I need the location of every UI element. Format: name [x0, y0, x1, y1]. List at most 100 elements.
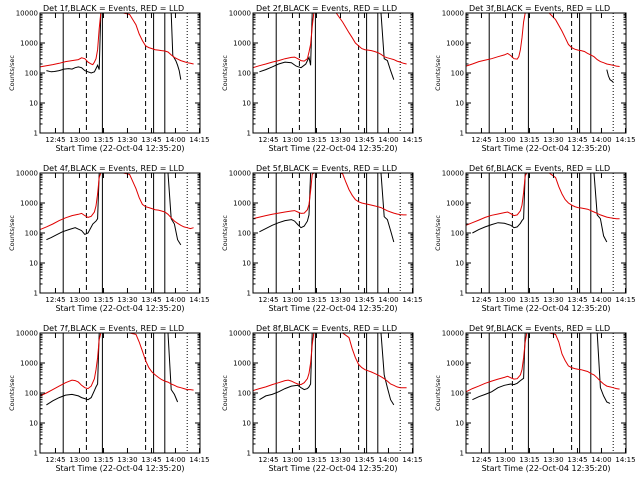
- x-tick-label: 13:00: [69, 136, 89, 144]
- x-tick-label: 14:15: [402, 456, 422, 464]
- marker-lines: [62, 333, 188, 453]
- y-tick-label: 10000: [442, 170, 464, 178]
- x-tick-label: 14:00: [378, 136, 398, 144]
- series-line-lld: [39, 172, 194, 231]
- y-tick-label: 10: [29, 420, 38, 428]
- y-tick-label: 10: [242, 420, 251, 428]
- marker-lines: [488, 13, 614, 133]
- x-tick-label: 13:30: [117, 296, 137, 304]
- y-tick-label: 10000: [442, 330, 464, 338]
- panel-title: Det 6f,BLACK = Events, RED = LLD: [469, 164, 610, 173]
- x-axis-label: Start Time (22-Oct-04 12:35:20): [55, 464, 184, 473]
- marker-lines: [488, 333, 614, 453]
- x-tick-label: 12:45: [471, 136, 491, 144]
- y-tick-label: 100: [451, 230, 464, 238]
- marker-lines: [488, 173, 614, 293]
- x-axis-label: Start Time (22-Oct-04 12:35:20): [55, 144, 184, 153]
- x-tick-label: 13:15: [93, 456, 113, 464]
- y-tick-label: 100: [451, 390, 464, 398]
- marker-lines: [275, 13, 401, 133]
- marker-lines: [62, 173, 188, 293]
- x-tick-label: 14:00: [378, 296, 398, 304]
- y-tick-label: 100: [25, 390, 38, 398]
- detector-panel-3: Det 3f,BLACK = Events, RED = LLD 1 10 100 10…: [434, 4, 636, 153]
- x-tick-label: 12:45: [45, 296, 65, 304]
- y-axis-label: Counts/sec: [434, 375, 442, 411]
- y-tick-label: 1000: [233, 200, 251, 208]
- y-tick-label: 100: [25, 230, 38, 238]
- y-tick-label: 1: [34, 450, 38, 458]
- series-line-lld: [252, 12, 407, 69]
- x-tick-label: 14:15: [189, 296, 209, 304]
- y-tick-label: 10: [29, 260, 38, 268]
- y-tick-label: 10: [29, 100, 38, 108]
- y-axis-label: Counts/sec: [221, 375, 229, 411]
- x-tick-label: 13:30: [330, 136, 350, 144]
- x-tick-label: 13:15: [93, 136, 113, 144]
- panel-title: Det 2f,BLACK = Events, RED = LLD: [256, 4, 397, 13]
- x-tick-label: 13:45: [567, 456, 587, 464]
- y-tick-label: 10: [455, 100, 464, 108]
- y-tick-label: 1000: [446, 200, 464, 208]
- panel-title: Det 8f,BLACK = Events, RED = LLD: [256, 324, 397, 333]
- y-tick-label: 1000: [233, 360, 251, 368]
- x-axis-label: Start Time (22-Oct-04 12:35:20): [481, 144, 610, 153]
- y-axis-label: Counts/sec: [221, 55, 229, 91]
- detector-panel-4: Det 4f,BLACK = Events, RED = LLD 1 10 100 10…: [8, 164, 210, 313]
- x-tick-label: 14:00: [591, 136, 611, 144]
- y-axis-label: Counts/sec: [434, 55, 442, 91]
- x-tick-label: 13:15: [93, 296, 113, 304]
- y-tick-label: 1000: [233, 40, 251, 48]
- y-tick-label: 1000: [446, 40, 464, 48]
- x-tick-label: 14:15: [189, 136, 209, 144]
- x-tick-label: 14:15: [615, 456, 635, 464]
- detector-panel-2: Det 2f,BLACK = Events, RED = LLD 1 10 100 10…: [221, 4, 423, 153]
- y-tick-label: 100: [238, 70, 251, 78]
- x-axis-label: Start Time (22-Oct-04 12:35:20): [55, 304, 184, 313]
- y-tick-label: 1: [460, 130, 464, 138]
- x-tick-label: 13:45: [141, 296, 161, 304]
- x-tick-label: 13:30: [543, 296, 563, 304]
- marker-lines: [62, 13, 188, 133]
- x-tick-label: 13:30: [117, 136, 137, 144]
- x-tick-label: 14:00: [165, 296, 185, 304]
- detector-panel-6: Det 6f,BLACK = Events, RED = LLD 1 10 100 10…: [434, 164, 636, 313]
- y-tick-label: 100: [238, 230, 251, 238]
- x-axis-label: Start Time (22-Oct-04 12:35:20): [268, 304, 397, 313]
- x-tick-label: 14:15: [189, 456, 209, 464]
- x-tick-label: 13:45: [141, 456, 161, 464]
- panel-title: Det 9f,BLACK = Events, RED = LLD: [469, 324, 610, 333]
- x-tick-label: 14:15: [615, 136, 635, 144]
- y-tick-label: 1: [460, 450, 464, 458]
- x-tick-label: 14:00: [591, 296, 611, 304]
- x-tick-label: 13:45: [567, 296, 587, 304]
- x-tick-label: 13:30: [330, 296, 350, 304]
- y-tick-label: 10000: [229, 330, 251, 338]
- y-tick-label: 10000: [16, 10, 38, 18]
- y-axis-label: Counts/sec: [8, 375, 16, 411]
- y-tick-label: 100: [451, 70, 464, 78]
- y-tick-label: 1000: [446, 360, 464, 368]
- y-tick-label: 10000: [16, 170, 38, 178]
- x-tick-label: 13:30: [543, 456, 563, 464]
- y-tick-label: 100: [238, 390, 251, 398]
- x-tick-label: 14:00: [378, 456, 398, 464]
- x-tick-label: 12:45: [471, 456, 491, 464]
- x-axis-label: Start Time (22-Oct-04 12:35:20): [268, 464, 397, 473]
- y-tick-label: 1000: [20, 200, 38, 208]
- x-tick-label: 13:00: [495, 136, 515, 144]
- y-axis-label: Counts/sec: [434, 215, 442, 251]
- detector-panel-1: Det 1f,BLACK = Events, RED = LLD 1 10 100 10…: [8, 4, 210, 153]
- panel-title: Det 1f,BLACK = Events, RED = LLD: [43, 4, 184, 13]
- y-tick-label: 1: [34, 130, 38, 138]
- x-axis-label: Start Time (22-Oct-04 12:35:20): [481, 304, 610, 313]
- x-tick-label: 13:00: [282, 456, 302, 464]
- y-tick-label: 1000: [20, 40, 38, 48]
- series-line-lld: [465, 332, 620, 393]
- panel-title: Det 5f,BLACK = Events, RED = LLD: [256, 164, 397, 173]
- y-tick-label: 10000: [229, 170, 251, 178]
- x-tick-label: 12:45: [45, 456, 65, 464]
- y-tick-label: 1: [460, 290, 464, 298]
- x-tick-label: 13:30: [330, 456, 350, 464]
- x-tick-label: 13:00: [282, 296, 302, 304]
